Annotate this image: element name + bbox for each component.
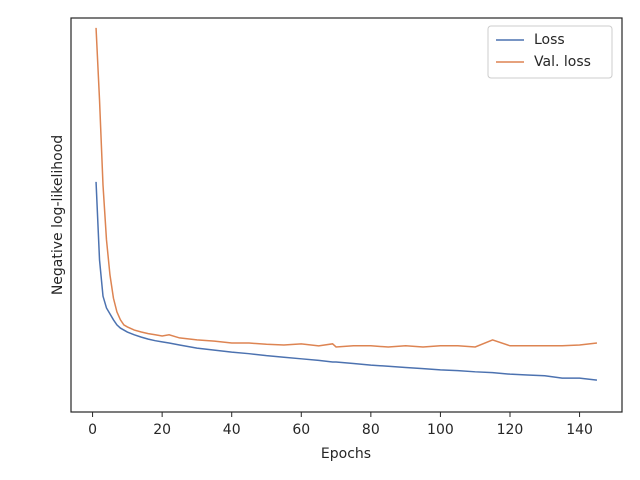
legend-label: Val. loss [534,54,591,70]
x-tick-label: 20 [153,422,171,438]
x-tick-label: 40 [223,422,241,438]
x-tick-label: 120 [497,422,524,438]
plot-frame [70,17,623,413]
x-tick-label: 140 [566,422,593,438]
y-axis-label: Negative log-likelihood [50,135,66,295]
legend-box [487,25,613,79]
x-tick-label: 60 [292,422,310,438]
x-axis-label: Epochs [321,446,371,462]
line-series [95,181,598,381]
x-tick-label: 100 [427,422,454,438]
legend-label: Loss [534,32,565,48]
x-tick-label: 0 [88,422,97,438]
line-series [95,27,598,348]
x-tick-label: 80 [362,422,380,438]
